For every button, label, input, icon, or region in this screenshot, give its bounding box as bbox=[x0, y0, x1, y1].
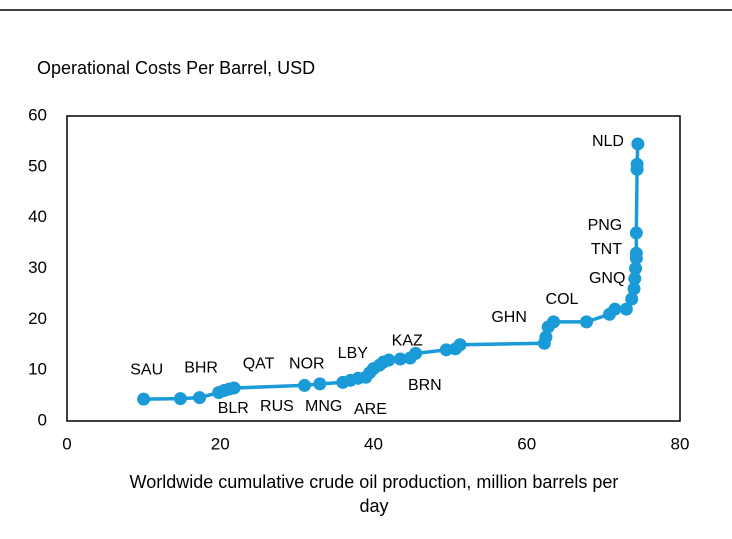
x-tick-label: 0 bbox=[62, 434, 71, 453]
data-point bbox=[630, 157, 644, 171]
data-point bbox=[631, 137, 645, 151]
x-axis-label: Worldwide cumulative crude oil productio… bbox=[129, 472, 619, 516]
x-tick-label: 80 bbox=[671, 434, 690, 453]
annotation: NOR bbox=[289, 355, 325, 372]
annotation: QAT bbox=[243, 355, 275, 372]
x-tick-label: 20 bbox=[211, 434, 230, 453]
data-point bbox=[193, 391, 207, 405]
y-tick-label: 40 bbox=[28, 207, 47, 226]
annotation: SAU bbox=[130, 361, 163, 378]
data-point bbox=[627, 282, 641, 296]
annotation: RUS bbox=[260, 398, 294, 415]
annotation: ARE bbox=[354, 401, 387, 418]
annotation: NLD bbox=[592, 133, 624, 150]
data-point bbox=[619, 302, 633, 316]
y-tick-label: 10 bbox=[28, 360, 47, 379]
y-tick-label: 0 bbox=[38, 410, 47, 429]
data-point bbox=[628, 272, 642, 286]
annotation: PNG bbox=[588, 217, 623, 234]
annotation: TNT bbox=[591, 241, 622, 258]
x-tick-label: 40 bbox=[364, 434, 383, 453]
data-point bbox=[547, 315, 561, 329]
annotation: BHR bbox=[184, 359, 218, 376]
annotation: GHN bbox=[491, 309, 527, 326]
annotation: BRN bbox=[408, 377, 442, 394]
data-point bbox=[393, 352, 407, 366]
data-point bbox=[298, 378, 312, 392]
chart-title: Operational Costs Per Barrel, USD bbox=[37, 58, 315, 78]
y-tick-label: 30 bbox=[28, 258, 47, 277]
data-point bbox=[629, 246, 643, 260]
data-point bbox=[382, 353, 396, 367]
data-point bbox=[629, 226, 643, 240]
data-point bbox=[608, 302, 622, 316]
plot-frame bbox=[66, 115, 681, 422]
annotation: MNG bbox=[305, 398, 342, 415]
data-point bbox=[625, 292, 639, 306]
annotation: KAZ bbox=[392, 332, 423, 349]
data-point bbox=[409, 346, 423, 360]
data-point bbox=[313, 377, 327, 391]
annotation: BLR bbox=[218, 400, 249, 417]
annotation: LBY bbox=[338, 345, 369, 362]
data-point bbox=[539, 330, 553, 344]
data-point bbox=[227, 381, 241, 395]
x-tick-label: 60 bbox=[517, 434, 536, 453]
data-point bbox=[453, 338, 467, 352]
annotation: GNQ bbox=[589, 270, 625, 287]
data-point bbox=[580, 315, 594, 329]
data-point bbox=[137, 392, 151, 406]
data-point bbox=[629, 262, 643, 275]
y-tick-label: 50 bbox=[28, 156, 47, 175]
y-tick-label: 20 bbox=[28, 309, 47, 328]
data-point bbox=[173, 392, 187, 406]
y-tick-label: 60 bbox=[28, 105, 47, 124]
annotation: COL bbox=[546, 291, 579, 308]
